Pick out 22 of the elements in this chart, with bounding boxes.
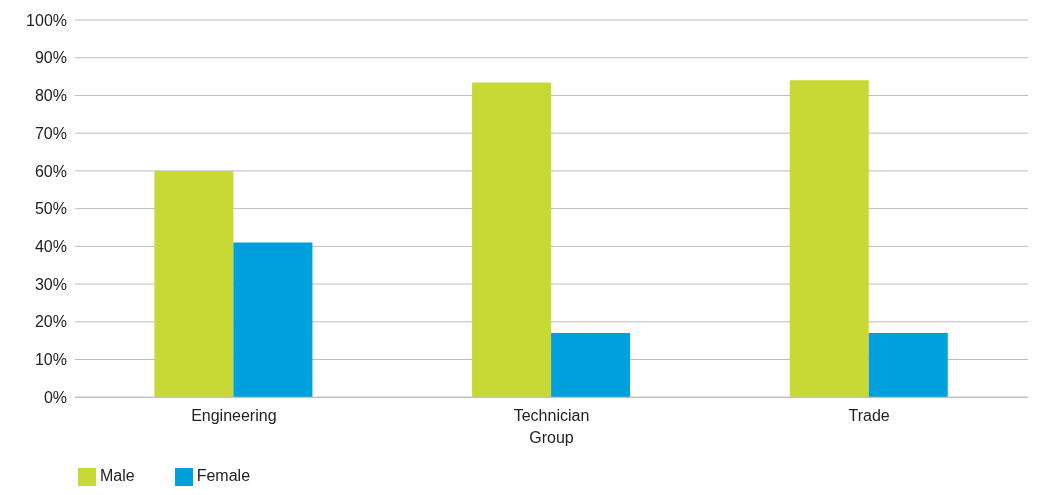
y-tick-label: 0%: [43, 388, 67, 406]
x-tick-label: Engineering: [191, 407, 277, 425]
bar: [233, 242, 313, 398]
bar: [868, 333, 948, 398]
bar: [551, 333, 631, 398]
y-tick-label: 80%: [34, 87, 67, 105]
y-tick-label: 60%: [34, 162, 67, 180]
y-tick-label: 20%: [34, 313, 67, 331]
x-tick-label: Technician Group: [513, 407, 590, 447]
x-tick-label: Trade: [848, 407, 890, 425]
y-tick-label: 50%: [34, 200, 67, 218]
y-tick-label: 90%: [34, 49, 67, 67]
bar: [789, 80, 869, 398]
y-tick-label: 30%: [34, 275, 67, 293]
y-tick-label: 40%: [34, 238, 67, 256]
legend-label: Male: [100, 467, 135, 485]
legend-label: Female: [196, 467, 251, 485]
y-tick-label: 100%: [26, 11, 67, 29]
bar: [154, 170, 234, 398]
y-tick-label: 70%: [34, 124, 67, 142]
y-tick-label: 10%: [34, 351, 67, 369]
bar: [472, 82, 552, 398]
